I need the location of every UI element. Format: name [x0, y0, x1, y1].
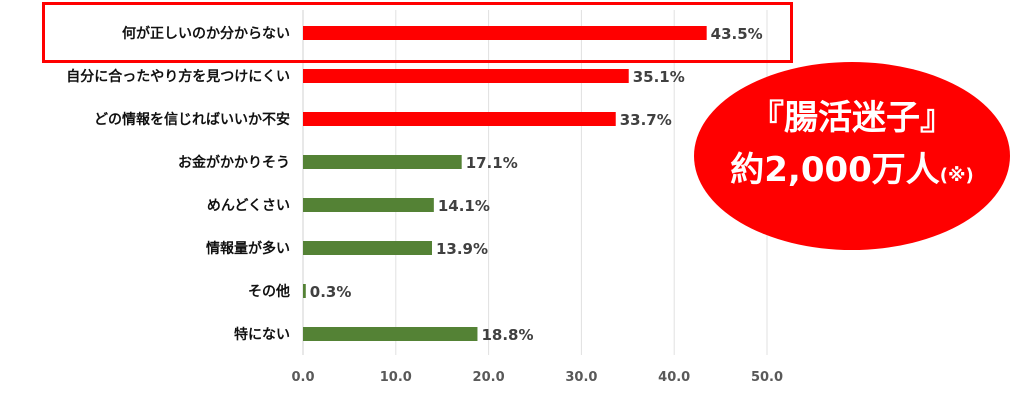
data-label: 43.5% — [711, 25, 763, 43]
x-tick-label: 50.0 — [751, 370, 783, 385]
x-tick-label: 40.0 — [658, 370, 690, 385]
bar — [303, 327, 478, 341]
data-label: 0.3% — [310, 283, 352, 301]
callout-count: 約2,000万人(※) — [694, 142, 1010, 191]
data-label: 17.1% — [466, 154, 518, 172]
data-label: 35.1% — [633, 68, 685, 86]
callout-number: 約2,000万人 — [730, 150, 940, 190]
callout-bubble: 『腸活迷子』 約2,000万人(※) — [694, 62, 1010, 250]
data-label: 33.7% — [620, 111, 672, 129]
data-label: 18.8% — [481, 326, 533, 344]
category-label: 何が正しいのか分からない — [122, 25, 290, 42]
category-label: 情報量が多い — [206, 240, 290, 257]
data-label: 13.9% — [436, 240, 488, 258]
bar — [303, 69, 629, 83]
category-label: その他 — [248, 283, 290, 300]
bar — [303, 26, 707, 40]
category-label: どの情報を信じればいいか不安 — [94, 111, 290, 128]
category-label: お金がかかりそう — [178, 154, 290, 171]
category-label: 特にない — [234, 326, 290, 343]
x-tick-label: 20.0 — [473, 370, 505, 385]
x-tick-label: 10.0 — [380, 370, 412, 385]
callout-note: (※) — [939, 165, 974, 186]
x-tick-label: 0.0 — [291, 370, 314, 385]
bar — [303, 241, 432, 255]
bar — [303, 155, 462, 169]
bar — [303, 284, 306, 298]
highlight-box — [42, 2, 793, 63]
category-label: めんどくさい — [207, 198, 290, 214]
bar — [303, 198, 434, 212]
bar — [303, 112, 616, 126]
data-label: 14.1% — [438, 197, 490, 215]
x-tick-label: 30.0 — [565, 370, 597, 385]
callout-title: 『腸活迷子』 — [750, 98, 954, 138]
category-label: 自分に合ったやり方を見つけにくい — [66, 68, 290, 85]
